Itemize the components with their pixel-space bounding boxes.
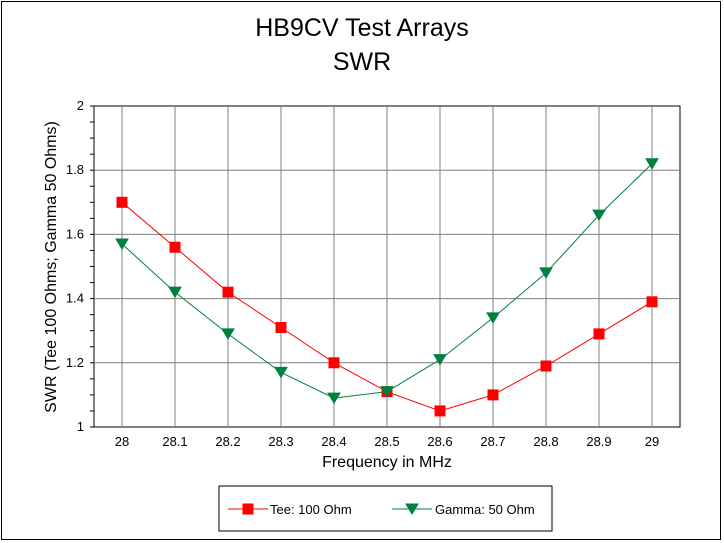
data-point-marker: [275, 321, 287, 333]
x-tick-label: 28.6: [427, 434, 452, 449]
data-point-marker: [115, 238, 129, 251]
data-point-marker: [593, 328, 605, 340]
legend-gamma-label: Gamma: 50 Ohm: [435, 502, 535, 517]
data-point-marker: [433, 354, 447, 366]
data-point-marker: [645, 158, 659, 170]
data-point-marker: [168, 286, 182, 299]
x-tick-label: 28.7: [480, 434, 505, 449]
axis-ticks: 28 28.1 28.2 28.3 28.4 28.5 28.6 28.7 28.8 28.9 29…: [66, 98, 659, 449]
data-point-marker: [434, 405, 446, 417]
series-gamma: [115, 158, 659, 405]
data-point-marker: [221, 328, 235, 340]
x-tick-label: 28.5: [374, 434, 399, 449]
x-axis-title: Frequency in MHz: [322, 454, 452, 471]
data-point-marker: [327, 392, 341, 405]
chart-title-line-2: SWR: [333, 48, 391, 76]
legend-box: [218, 485, 553, 532]
x-tick-label: 28.4: [321, 434, 346, 449]
y-axis-title: SWR (Tee 100 Ohms; Gamma 50 Ohms): [43, 121, 60, 413]
x-tick-label: 28.1: [162, 434, 187, 449]
x-tick-label: 28: [115, 434, 129, 449]
y-tick-label: 1.4: [66, 291, 84, 306]
data-point-marker: [487, 389, 499, 401]
data-point-marker: [646, 296, 658, 308]
legend-tee-marker: [242, 503, 254, 515]
y-tick-label: 1.6: [66, 226, 84, 241]
x-tick-label: 28.3: [268, 434, 293, 449]
data-series: [115, 158, 659, 417]
data-point-marker: [116, 196, 128, 208]
legend-gamma-marker: [405, 503, 419, 515]
data-point-marker: [486, 312, 500, 324]
data-point-marker: [222, 286, 234, 298]
data-point-marker: [328, 357, 340, 369]
data-point-marker: [539, 267, 553, 279]
x-tick-label: 28.2: [215, 434, 240, 449]
data-point-marker: [592, 209, 606, 222]
chart-title-line-1: HB9CV Test Arrays: [255, 14, 469, 42]
data-point-marker: [380, 386, 394, 398]
legend-entry-gamma: Gamma: 50 Ohm: [392, 502, 535, 517]
data-point-marker: [540, 360, 552, 372]
data-point-marker: [169, 241, 181, 253]
y-tick-label: 1.2: [66, 355, 84, 370]
data-point-marker: [274, 366, 288, 379]
y-tick-label: 1: [77, 419, 84, 434]
x-tick-label: 28.9: [586, 434, 611, 449]
y-tick-label: 1.8: [66, 162, 84, 177]
x-tick-label: 28.8: [533, 434, 558, 449]
legend-tee-label: Tee: 100 Ohm: [270, 502, 352, 517]
x-tick-label: 29: [645, 434, 659, 449]
legend-entry-tee: Tee: 100 Ohm: [228, 502, 352, 517]
y-tick-label: 2: [77, 98, 84, 113]
